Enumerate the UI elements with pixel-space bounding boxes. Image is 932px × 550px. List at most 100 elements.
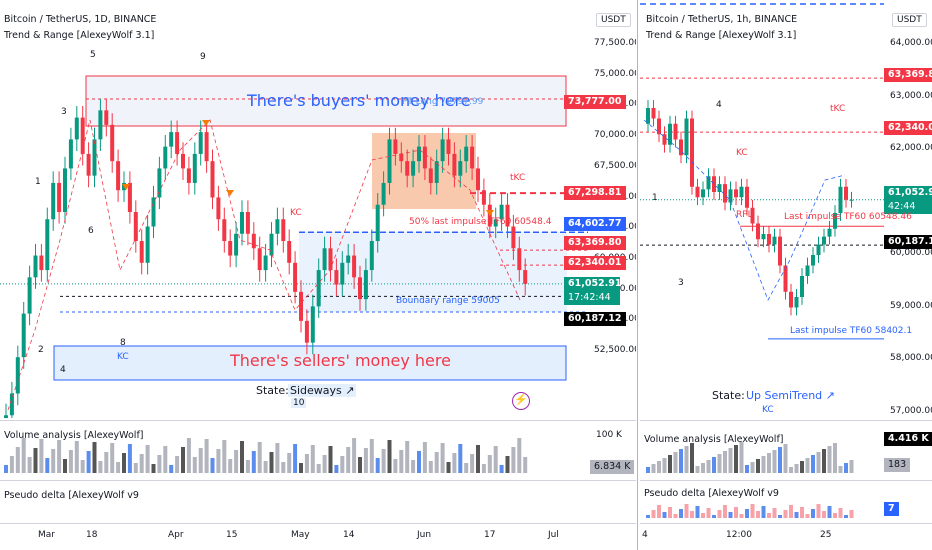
- r-volume-bar: [750, 462, 755, 473]
- right-price-canvas[interactable]: [640, 0, 884, 418]
- volume-bar: [186, 438, 191, 473]
- candle-body: [92, 139, 97, 176]
- volume-bar: [151, 464, 156, 473]
- candle-body: [39, 255, 44, 271]
- left-time-axis-label: Apr: [168, 530, 184, 540]
- candle-body: [116, 161, 121, 191]
- right-chart-title[interactable]: Bitcoin / TetherUS, 1h, BINANCE: [646, 14, 798, 25]
- r-volume-bar: [767, 453, 771, 473]
- left-price-axis[interactable]: USDT 77,500.0075,000.0072,500.0070,000.0…: [588, 0, 636, 420]
- r-volume-bar: [844, 463, 848, 473]
- left-chart-panel[interactable]: Bitcoin / TetherUS, 1D, BINANCE Trend & …: [0, 0, 636, 550]
- left-time-axis-label: 17: [484, 530, 496, 540]
- candle-body: [163, 146, 168, 169]
- right-delta-separator[interactable]: [640, 480, 932, 481]
- left-chart-title[interactable]: Bitcoin / TetherUS, 1D, BINANCE: [4, 14, 157, 25]
- r-delta-bar: [745, 509, 749, 518]
- candle-body: [127, 182, 132, 212]
- volume-bar: [322, 455, 327, 473]
- left-volume-separator[interactable]: [0, 420, 636, 421]
- candle-body: [51, 182, 56, 220]
- left-time-axis-label: 14: [343, 530, 355, 540]
- signal-arrow-icon: [486, 210, 494, 216]
- right-chart-panel[interactable]: Bitcoin / TetherUS, 1h, BINANCE Trend & …: [640, 0, 932, 550]
- candle-body: [346, 255, 351, 263]
- r-candle-body: [723, 184, 727, 203]
- right-state-value: Up SemiTrend ↗: [746, 389, 835, 402]
- r-delta-bar: [849, 510, 854, 518]
- volume-bar: [316, 464, 321, 473]
- candle-body: [210, 161, 215, 198]
- lightning-icon[interactable]: ⚡: [512, 392, 530, 410]
- r-candle-body: [673, 123, 678, 140]
- candle-body: [381, 182, 386, 205]
- volume-bar: [204, 439, 209, 473]
- left-time-axis-separator: [0, 523, 636, 524]
- candle-body: [505, 204, 510, 227]
- r-delta-bar: [833, 513, 837, 518]
- volume-bar: [251, 451, 256, 473]
- r-volume-bar: [756, 459, 760, 473]
- r-volume-bar: [706, 460, 711, 473]
- r-delta-bar: [750, 504, 755, 518]
- volume-bar: [422, 442, 427, 473]
- r-candle-body: [789, 291, 793, 308]
- candle-body: [257, 248, 262, 271]
- r-candle-body: [827, 228, 832, 237]
- candle-body: [405, 161, 410, 176]
- candle-body: [192, 153, 197, 183]
- left-volume-title[interactable]: Volume analysis [AlexeyWolf]: [4, 430, 144, 441]
- right-volume-title[interactable]: Volume analysis [AlexeyWolf]: [644, 434, 784, 445]
- candle-body: [434, 161, 439, 183]
- candle-body: [216, 197, 221, 220]
- candle-body: [316, 270, 321, 307]
- r-candle-body: [772, 236, 777, 245]
- left-delta-separator[interactable]: [0, 480, 636, 481]
- r-candle-body: [767, 234, 771, 245]
- right-volume-separator[interactable]: [640, 420, 932, 421]
- left-indicator-title[interactable]: Trend & Range [AlexeyWolf 3.1]: [4, 30, 155, 41]
- r-candle-body: [739, 186, 744, 198]
- candle-body: [198, 132, 203, 154]
- left-delta-title[interactable]: Pseudo delta [AlexeyWolf v9: [4, 490, 139, 501]
- right-time-axis-label: 12:00: [726, 530, 752, 540]
- right-indicator-title[interactable]: Trend & Range [AlexeyWolf 3.1]: [646, 30, 797, 41]
- volume-bar: [33, 448, 38, 473]
- signal-arrow-icon: [202, 120, 210, 126]
- r-candle-body: [651, 108, 656, 119]
- right-impulse-58402: Last impulse TF60 58402.1: [790, 326, 913, 336]
- right-price-axis-label: 59,000.00: [890, 300, 932, 311]
- r-candle-body: [684, 118, 689, 156]
- r-candle-body: [761, 234, 766, 240]
- right-tag-60187: 60,187.12: [884, 235, 932, 249]
- volume-bar: [86, 451, 91, 473]
- volume-bar: [299, 463, 303, 473]
- volume-bar: [417, 451, 421, 473]
- r-candle-body: [695, 186, 700, 198]
- right-currency-label[interactable]: USDT: [892, 13, 927, 27]
- volume-bar: [15, 447, 20, 473]
- candle-body: [251, 233, 256, 249]
- right-price-axis-label: 58,000.00: [890, 353, 932, 363]
- volume-bar: [293, 444, 298, 473]
- left-time-axis-label: Jun: [417, 530, 432, 540]
- r-delta-bar: [662, 512, 667, 518]
- left-price-axis-label: 70,000.00: [594, 130, 636, 141]
- volume-bar: [198, 448, 203, 473]
- volume-bar: [363, 448, 368, 473]
- candle-body: [9, 393, 14, 416]
- panel-divider[interactable]: [637, 0, 638, 550]
- r-volume-bar: [679, 449, 683, 473]
- r-delta-bar: [646, 515, 650, 518]
- r-volume-bar: [739, 442, 744, 473]
- right-delta-title[interactable]: Pseudo delta [AlexeyWolf v9: [644, 488, 779, 499]
- r-volume-bar: [662, 458, 667, 473]
- left-currency-label[interactable]: USDT: [596, 13, 631, 27]
- volume-bar: [216, 449, 221, 473]
- r-volume-bar: [717, 454, 722, 473]
- r-volume-bar: [783, 444, 788, 473]
- r-volume-bar: [849, 460, 854, 473]
- candle-body: [446, 139, 451, 154]
- left-price-canvas[interactable]: [0, 0, 588, 418]
- candle-body: [240, 211, 244, 234]
